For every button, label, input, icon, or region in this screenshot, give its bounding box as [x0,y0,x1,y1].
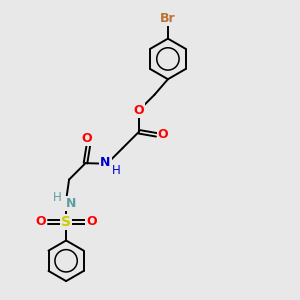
Text: Br: Br [160,12,176,25]
Text: N: N [65,197,76,210]
Text: O: O [35,215,46,229]
Text: O: O [86,215,97,229]
Text: H: H [53,191,62,204]
Text: N: N [100,156,111,169]
Text: S: S [61,215,71,229]
Text: O: O [82,132,92,145]
Text: H: H [112,164,121,177]
Text: O: O [158,128,168,141]
Text: O: O [134,104,144,117]
